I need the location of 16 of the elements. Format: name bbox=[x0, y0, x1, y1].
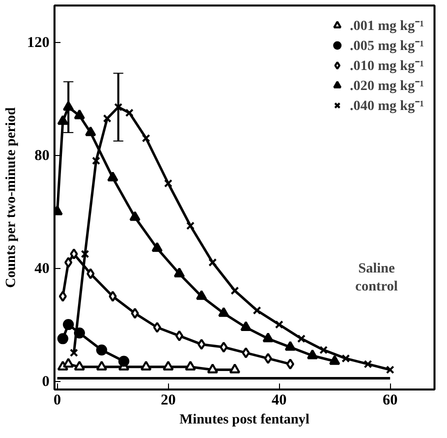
y-tick-label: 40 bbox=[34, 261, 50, 278]
y-tick-label: 120 bbox=[27, 35, 50, 52]
legend-label: .005 mg kg⁻¹ bbox=[350, 38, 424, 55]
annotation: Saline control bbox=[355, 262, 398, 294]
y-tick-label: 0 bbox=[42, 374, 50, 390]
x-tick-label: 0 bbox=[54, 392, 62, 408]
legend-label: .020 mg kg⁻¹ bbox=[350, 78, 424, 95]
legend-label: .040 mg kg⁻¹ bbox=[350, 98, 424, 115]
x-tick-label: 40 bbox=[272, 392, 287, 408]
y-tick-label: 80 bbox=[34, 148, 50, 164]
x-axis-title: Minutes post fentanyl bbox=[180, 412, 310, 428]
x-tick-label: 20 bbox=[160, 392, 176, 408]
legend-label: .001 mg kg⁻¹ bbox=[350, 18, 424, 35]
x-tick-label: 60 bbox=[382, 392, 398, 408]
y-axis-title: Counts per two-minute period bbox=[4, 107, 19, 288]
legend-label: .010 mg kg⁻¹ bbox=[350, 58, 424, 75]
